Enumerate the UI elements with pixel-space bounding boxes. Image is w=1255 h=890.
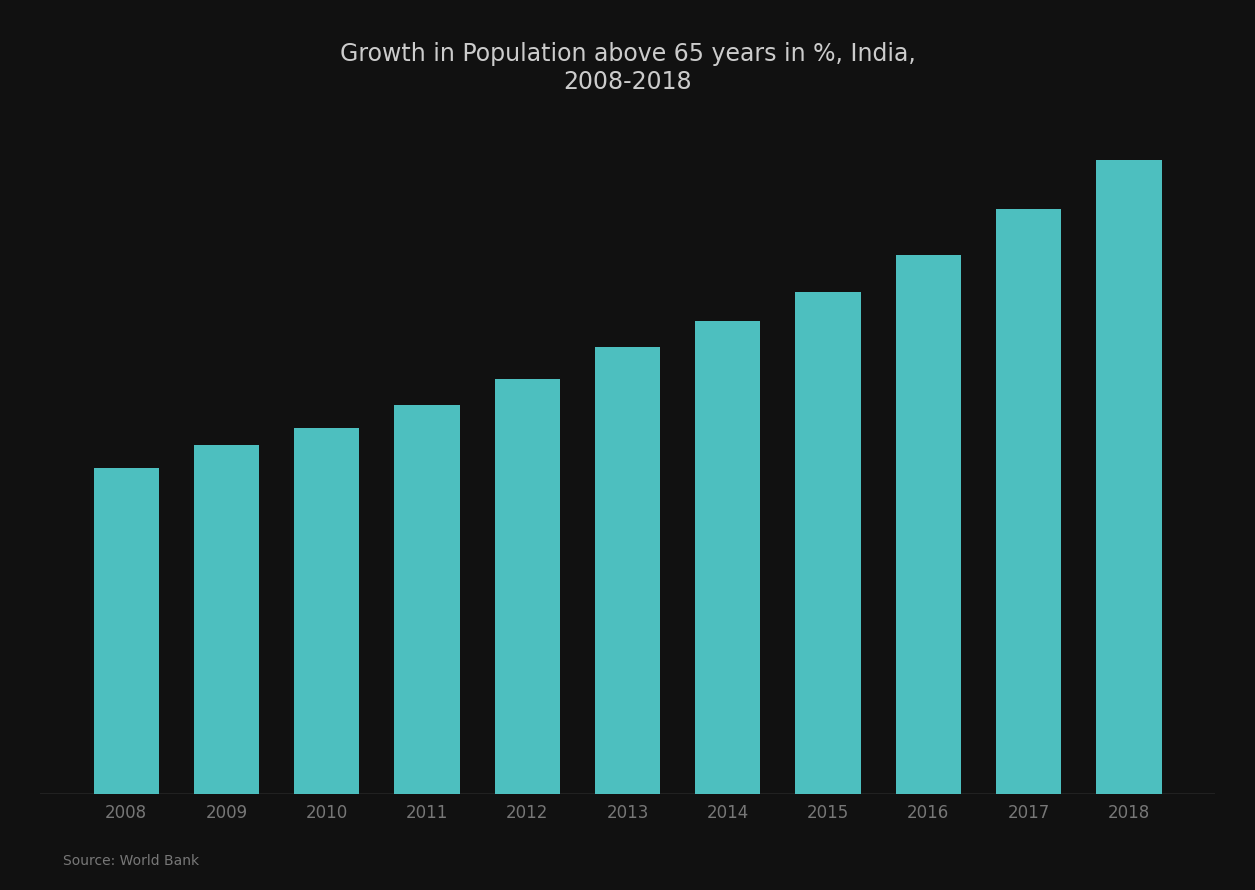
Bar — [94, 468, 158, 794]
Bar — [695, 321, 761, 794]
Bar — [294, 428, 359, 794]
Text: Source: World Bank: Source: World Bank — [63, 854, 198, 868]
Bar — [996, 208, 1062, 794]
Bar — [796, 292, 861, 794]
Bar — [394, 405, 459, 794]
Bar — [896, 255, 961, 794]
Bar — [494, 379, 560, 794]
Bar — [1097, 159, 1161, 794]
Bar — [595, 347, 660, 794]
Title: Growth in Population above 65 years in %, India,
2008-2018: Growth in Population above 65 years in %… — [340, 42, 915, 93]
Bar — [193, 445, 259, 794]
